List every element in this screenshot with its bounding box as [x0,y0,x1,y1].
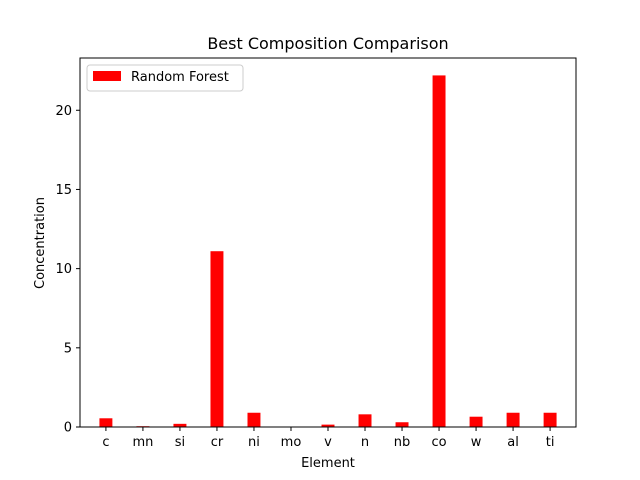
y-tick-label-5: 5 [64,341,72,356]
y-axis-label: Concentration [33,197,48,289]
y-axis-ticks: 0 5 10 15 20 [55,104,80,436]
x-tick-label-c: c [102,435,109,450]
x-tick-label-ti: ti [546,435,555,450]
legend-box [86,64,244,92]
x-tick-label-mn: mn [132,435,153,450]
x-tick-label-cr: cr [211,435,224,450]
x-tick-label-ni: ni [248,435,260,450]
legend-label: Random Forest [131,70,229,85]
chart-title: Best Composition Comparison [207,34,448,53]
plot-frame [79,57,577,428]
x-tick-label-co: co [431,435,446,450]
bar-co [432,75,446,428]
legend-swatch [93,71,121,81]
x-tick-label-v: v [324,435,332,450]
bar-ni [247,412,261,427]
bar-al [506,412,520,427]
x-tick-label-mo: mo [281,435,302,450]
bars-group [99,75,557,428]
legend: Random Forest [86,64,244,92]
y-tick-label-0: 0 [64,421,72,436]
y-tick-label-15: 15 [55,183,72,198]
bar-c [99,418,113,427]
bar-v [321,424,335,427]
bar-n [358,414,372,427]
y-tick-label-10: 10 [55,262,72,277]
x-axis-label: Element [301,456,355,471]
x-axis-ticks: c mn si cr ni mo v n nb co w al ti [102,427,554,450]
x-tick-label-n: n [361,435,369,450]
bar-cr [210,251,224,427]
bar-w [469,416,483,427]
x-tick-label-w: w [471,435,482,450]
bar-nb [395,422,409,427]
x-tick-label-nb: nb [394,435,411,450]
bar-ti [543,412,557,427]
x-tick-label-si: si [175,435,185,450]
y-tick-label-20: 20 [55,104,72,119]
bar-si [173,423,187,427]
x-tick-label-al: al [507,435,519,450]
